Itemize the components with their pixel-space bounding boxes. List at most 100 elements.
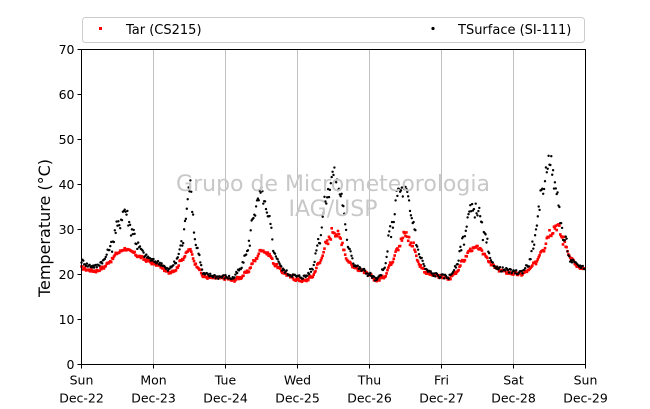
y-tick-label: 50 bbox=[59, 132, 75, 147]
data-point bbox=[453, 270, 457, 274]
data-point bbox=[483, 252, 486, 256]
data-point bbox=[332, 173, 335, 177]
data-point bbox=[512, 273, 515, 276]
data-point bbox=[318, 261, 322, 264]
data-point bbox=[124, 210, 127, 213]
data-point bbox=[341, 241, 344, 245]
data-point bbox=[120, 218, 124, 222]
data-point bbox=[223, 277, 226, 280]
data-point bbox=[200, 263, 203, 267]
data-point bbox=[290, 275, 294, 278]
data-point bbox=[263, 200, 267, 203]
data-point bbox=[350, 263, 353, 266]
data-point bbox=[255, 257, 259, 260]
data-point bbox=[340, 192, 343, 196]
data-point bbox=[336, 229, 340, 233]
data-point bbox=[89, 270, 92, 273]
data-point bbox=[320, 226, 323, 229]
data-point bbox=[314, 270, 317, 273]
data-point bbox=[330, 227, 333, 230]
data-point bbox=[189, 179, 192, 182]
y-tick-label: 70 bbox=[59, 42, 75, 57]
data-point bbox=[240, 276, 243, 280]
data-point bbox=[208, 275, 211, 278]
data-point bbox=[254, 214, 257, 217]
data-point bbox=[457, 259, 460, 262]
data-point bbox=[457, 268, 460, 272]
data-point bbox=[480, 221, 484, 224]
data-point bbox=[312, 263, 315, 267]
data-point bbox=[385, 272, 388, 275]
data-point bbox=[112, 240, 116, 244]
data-point bbox=[387, 266, 390, 269]
data-point bbox=[475, 212, 478, 215]
data-point bbox=[474, 202, 477, 205]
data-point bbox=[245, 269, 249, 273]
data-point bbox=[267, 254, 270, 258]
data-point bbox=[285, 269, 288, 272]
data-point bbox=[533, 260, 537, 264]
data-point bbox=[321, 254, 324, 258]
data-point bbox=[177, 264, 180, 267]
data-point bbox=[135, 242, 138, 246]
data-point bbox=[100, 267, 103, 271]
plot-area bbox=[81, 49, 586, 365]
data-point bbox=[200, 274, 204, 277]
data-point bbox=[115, 220, 118, 223]
data-point bbox=[138, 245, 142, 248]
data-point bbox=[83, 266, 87, 269]
data-point bbox=[272, 262, 276, 266]
data-point bbox=[394, 250, 397, 253]
data-point bbox=[493, 265, 496, 268]
data-point bbox=[113, 229, 117, 232]
grid-lines bbox=[153, 49, 514, 365]
data-point bbox=[273, 252, 277, 255]
data-point bbox=[137, 241, 140, 244]
data-point bbox=[84, 264, 88, 268]
data-point bbox=[387, 234, 390, 237]
data-point bbox=[551, 169, 555, 172]
data-point bbox=[185, 207, 188, 210]
data-point bbox=[182, 228, 186, 231]
data-point bbox=[461, 235, 465, 238]
data-point bbox=[359, 267, 362, 270]
data-point bbox=[176, 256, 179, 259]
data-point bbox=[431, 272, 434, 275]
data-point bbox=[484, 233, 487, 236]
data-point bbox=[193, 238, 197, 241]
data-point bbox=[88, 263, 91, 266]
data-point bbox=[216, 275, 219, 278]
data-point bbox=[564, 235, 567, 238]
data-point bbox=[240, 266, 243, 270]
data-point bbox=[150, 262, 153, 266]
data-point bbox=[278, 262, 281, 265]
data-point bbox=[463, 258, 467, 262]
data-point bbox=[538, 208, 541, 212]
data-point bbox=[434, 275, 437, 278]
data-point bbox=[113, 253, 117, 257]
data-point bbox=[404, 234, 407, 238]
data-point bbox=[190, 190, 193, 194]
data-point bbox=[343, 253, 347, 256]
data-point bbox=[99, 266, 102, 269]
data-point bbox=[257, 199, 260, 202]
data-point bbox=[468, 210, 471, 213]
data-point bbox=[227, 274, 231, 278]
data-point bbox=[116, 224, 119, 227]
x-tick-label-day: Sat bbox=[503, 373, 524, 388]
data-point bbox=[234, 273, 237, 276]
data-point bbox=[282, 268, 286, 272]
data-point bbox=[127, 224, 130, 227]
data-point bbox=[393, 254, 396, 257]
data-point bbox=[340, 243, 343, 247]
data-point bbox=[142, 251, 145, 254]
data-point bbox=[181, 244, 184, 247]
data-point bbox=[535, 260, 539, 263]
data-point bbox=[568, 256, 572, 259]
data-point bbox=[524, 267, 527, 270]
data-point bbox=[298, 274, 301, 277]
data-point bbox=[233, 280, 236, 283]
data-point bbox=[156, 259, 160, 263]
data-point bbox=[464, 229, 467, 233]
data-point bbox=[190, 250, 193, 253]
